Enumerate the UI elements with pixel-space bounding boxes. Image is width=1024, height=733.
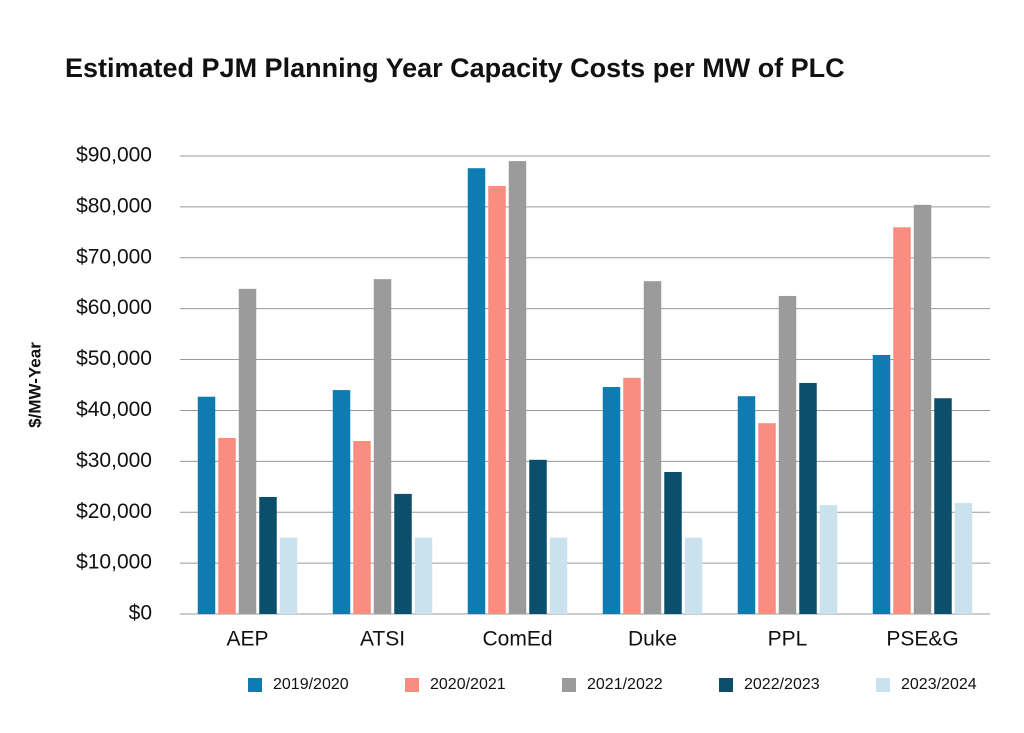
bar	[664, 472, 682, 614]
bar	[394, 493, 412, 614]
bar	[799, 382, 817, 614]
x-tick-label: Duke	[628, 628, 677, 651]
bar	[758, 423, 776, 614]
bar	[332, 390, 351, 614]
bar	[737, 396, 756, 614]
x-tick-label: ATSI	[360, 628, 405, 651]
y-tick-label: $0	[129, 602, 152, 625]
y-tick-label: $70,000	[76, 245, 152, 268]
bar	[934, 398, 952, 614]
bar	[279, 537, 298, 614]
legend-swatch	[876, 678, 890, 692]
y-tick-label: $40,000	[76, 398, 152, 421]
bar	[353, 440, 371, 614]
bar	[218, 437, 236, 614]
bar	[872, 354, 891, 614]
bar	[643, 281, 662, 614]
bar	[467, 168, 486, 615]
bar	[602, 387, 621, 614]
x-tick-label: PPL	[768, 628, 808, 651]
bar	[238, 288, 257, 614]
bar	[414, 537, 433, 614]
y-tick-label: $90,000	[76, 144, 152, 167]
bar	[778, 295, 797, 614]
legend-label: 2020/2021	[430, 676, 506, 693]
bar	[913, 204, 932, 614]
bar	[197, 396, 216, 614]
x-tick-label: AEP	[226, 628, 268, 651]
bar	[549, 537, 568, 614]
y-tick-label: $30,000	[76, 449, 152, 472]
y-tick-label: $10,000	[76, 551, 152, 574]
chart-title: Estimated PJM Planning Year Capacity Cos…	[65, 53, 845, 83]
legend-swatch	[248, 678, 262, 692]
bar	[529, 459, 547, 614]
legend-label: 2023/2024	[901, 676, 977, 693]
legend-label: 2022/2023	[744, 676, 820, 693]
y-tick-label: $60,000	[76, 296, 152, 319]
legend-swatch	[405, 678, 419, 692]
y-tick-label: $20,000	[76, 500, 152, 523]
bar	[819, 505, 838, 614]
bar	[373, 279, 392, 614]
legend-label: 2019/2020	[273, 676, 349, 693]
legend-swatch	[562, 678, 576, 692]
legend-swatch	[719, 678, 733, 692]
y-axis-label: $/MW-Year	[25, 342, 44, 428]
x-tick-label: PSE&G	[886, 628, 958, 651]
bar	[508, 161, 527, 615]
y-tick-label: $80,000	[76, 194, 152, 217]
x-tick-label: ComEd	[482, 628, 552, 651]
bar	[623, 377, 641, 614]
bar	[684, 537, 703, 614]
bar	[259, 496, 277, 614]
y-tick-label: $50,000	[76, 347, 152, 370]
bar	[954, 503, 973, 614]
bar	[488, 186, 506, 614]
bar	[893, 227, 911, 614]
legend-label: 2021/2022	[587, 676, 663, 693]
